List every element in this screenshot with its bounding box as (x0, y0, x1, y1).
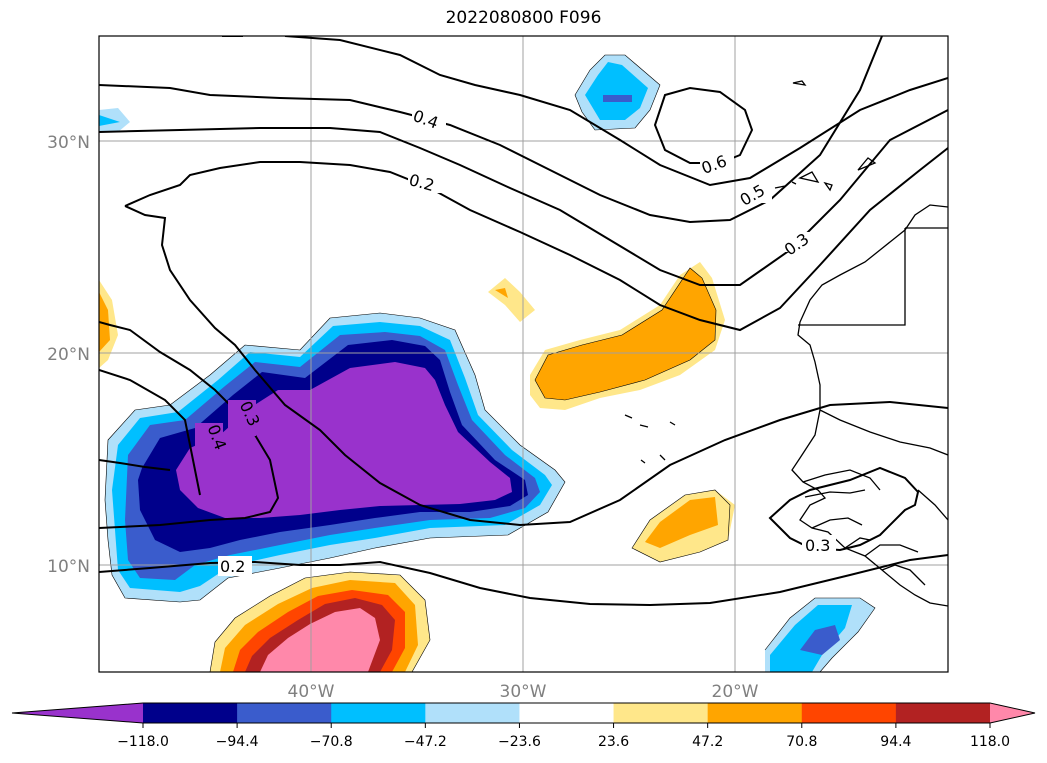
map-frame (98, 35, 949, 673)
lat-tick-label: 20°N (47, 345, 90, 365)
lon-tick-label: 20°W (712, 682, 759, 702)
colorbar-tick-label: −70.8 (310, 734, 353, 750)
colorbar-tick-label: 70.8 (786, 734, 817, 750)
colorbar-segment (143, 703, 238, 723)
colorbar-tick-label: −47.2 (404, 734, 447, 750)
colorbar-extend-min (12, 703, 143, 723)
negative-anomaly-region-southeast (765, 598, 875, 672)
colorbar-segment (613, 703, 709, 723)
colorbar-segment (237, 703, 332, 723)
colorbar-tick-label: −94.4 (216, 734, 259, 750)
contour-lines (99, 36, 948, 607)
contour-label: 0.2 (220, 557, 245, 576)
colorbar-tick-label: −23.6 (498, 734, 541, 750)
contour-label: 0.3 (805, 536, 830, 555)
map-area: 0.4 0.2 0.6 0.5 0.3 0.3 0.4 0.3 0.2 (99, 36, 948, 672)
negative-anomaly-region-north (575, 55, 660, 130)
negative-anomaly-region-west (105, 313, 565, 602)
colorbar-segment (331, 703, 426, 723)
lon-axis: 40°W 30°W 20°W (288, 682, 759, 702)
positive-anomaly-region-south (210, 572, 430, 672)
colorbar-segment (895, 703, 991, 723)
colorbar-tick-label: 94.4 (880, 734, 911, 750)
lon-tick-label: 30°W (500, 682, 547, 702)
lat-tick-label: 10°N (47, 557, 90, 577)
colorbar-segment (519, 703, 615, 723)
colorbar: −118.0 −94.4 −70.8 −47.2 −23.6 23.6 47.2 70.8 94… (11, 702, 1036, 750)
colorbar-tick-label: 118.0 (970, 734, 1010, 750)
positive-anomaly-region-central (99, 262, 735, 562)
colorbar-segment (707, 703, 803, 723)
map-title: 2022080800 F096 (445, 8, 602, 28)
coastlines (624, 80, 948, 607)
colorbar-tick-label: 23.6 (598, 734, 629, 750)
lat-tick-label: 30°N (47, 133, 90, 153)
colorbar-tick-label: 47.2 (692, 734, 723, 750)
negative-anomaly-region-nw (99, 108, 130, 132)
colorbar-extend-max (990, 703, 1035, 723)
colorbar-segment (425, 703, 520, 723)
lon-tick-label: 40°W (288, 682, 335, 702)
lat-axis: 30°N 20°N 10°N (47, 133, 90, 577)
colorbar-tick-label: −118.0 (117, 734, 169, 750)
colorbar-segment (801, 703, 897, 723)
